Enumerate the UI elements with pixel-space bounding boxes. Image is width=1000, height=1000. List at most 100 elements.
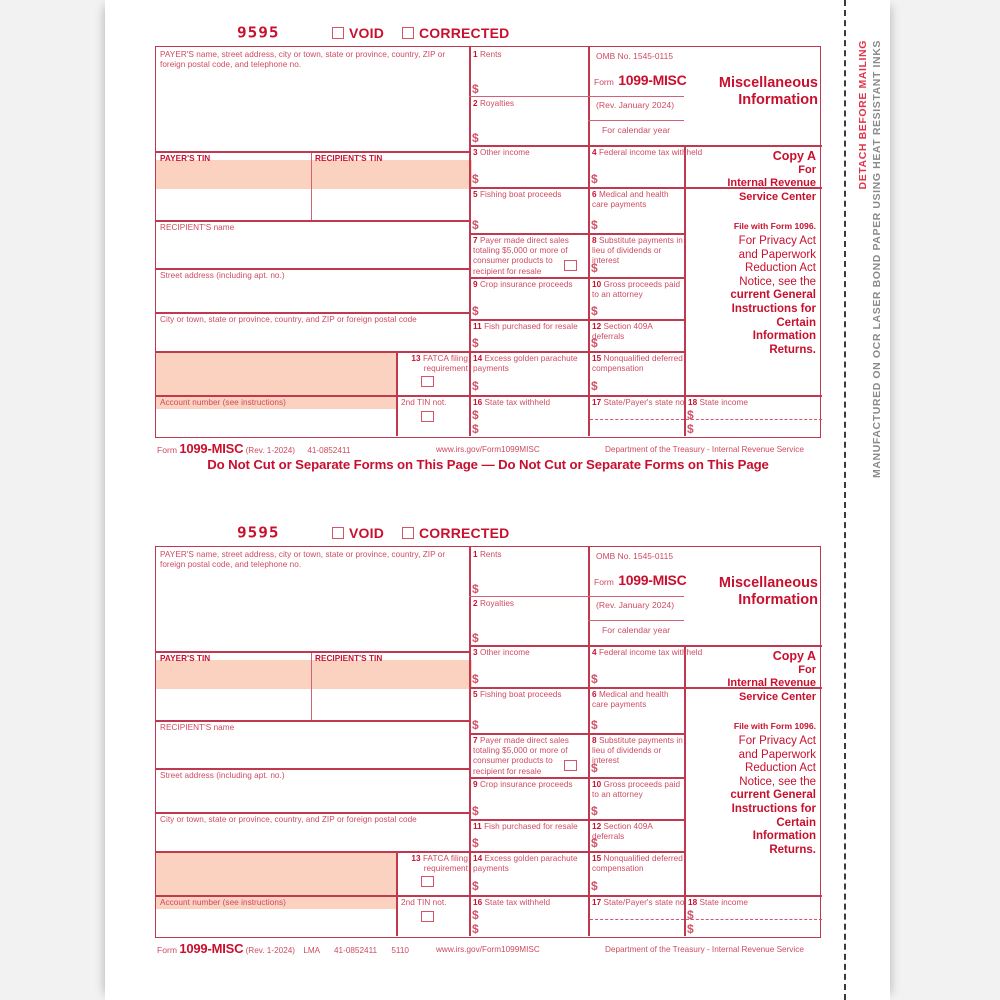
box-6-number-2: 6 xyxy=(592,690,597,699)
box16-dashed-split-2 xyxy=(590,919,684,920)
footer-form-word: Form xyxy=(157,445,178,455)
box-9-label-2: 9 Crop insurance proceeds xyxy=(473,780,583,790)
copy-a-heading: Copy A xyxy=(772,149,816,163)
box-9-text-2: Crop insurance proceeds xyxy=(479,780,573,789)
box-4-dollar: $ xyxy=(591,172,598,186)
box-16-number: 16 xyxy=(473,398,483,407)
box-16-dollar-2: $ xyxy=(472,422,479,436)
box-5-dollar: $ xyxy=(472,218,479,232)
box-7-label: 7 Payer made direct sales totaling $5,00… xyxy=(473,236,581,277)
box-6-label-2: 6 Medical and health care payments xyxy=(592,690,687,710)
form-footer-2: Form 1099-MISC (Rev. 1-2024) LMA 41-0852… xyxy=(157,941,409,956)
form-grid: PAYER'S name, street address, city or to… xyxy=(155,46,822,438)
corrected-checkbox[interactable] xyxy=(402,27,414,39)
box-10-dollar-2: $ xyxy=(591,804,598,818)
form-footer: Form 1099-MISC (Rev. 1-2024) 41-0852411 xyxy=(157,441,350,456)
box-17-label-2: 17 State/Payer's state no. xyxy=(592,898,687,908)
form-number: 1099-MISC xyxy=(618,72,687,88)
box-7-checkbox-2[interactable] xyxy=(564,760,577,771)
box-4-label-2: 4 Federal income tax withheld xyxy=(592,648,722,658)
street-address-label: Street address (including apt. no.) xyxy=(160,271,285,280)
box-9-text: Crop insurance proceeds xyxy=(479,280,573,289)
corrected-checkbox-2[interactable] xyxy=(402,527,414,539)
privacy-line-2: Reduction Act xyxy=(745,262,816,275)
second-tin-not-checkbox[interactable] xyxy=(421,411,434,422)
box-12-text: Section 409A deferrals xyxy=(592,322,653,342)
form-title-2: Miscellaneous Information xyxy=(686,575,818,609)
void-checkbox-2[interactable] xyxy=(332,527,344,539)
box-14-label-2: 14 Excess golden parachute payments xyxy=(473,854,583,874)
box-8-text: Substitute payments in lieu of dividends… xyxy=(592,236,683,266)
rule-h-box2-3-2 xyxy=(469,645,822,647)
box-13-number: 13 xyxy=(411,354,421,363)
box-3-label-2: 3 Other income xyxy=(473,648,583,658)
box-17-label: 17 State/Payer's state no. xyxy=(592,398,687,408)
box-13-checkbox-2[interactable] xyxy=(421,876,434,887)
footer-catalog-2: 41-0852411 xyxy=(333,946,378,955)
box-15-label: 15 Nonqualified deferred compensation xyxy=(592,354,687,374)
box-2-number: 2 xyxy=(473,99,478,108)
box-3-dollar-2: $ xyxy=(472,672,479,686)
privacy-line-4-2: current General xyxy=(730,789,816,802)
privacy-line-0-2: For Privacy Act xyxy=(738,735,816,747)
box-15-text-2: Nonqualified deferred compensation xyxy=(592,854,683,874)
box-3-number-2: 3 xyxy=(473,648,478,657)
box-11-number-2: 11 xyxy=(473,822,482,831)
box-5-number: 5 xyxy=(473,190,478,199)
box-1-label-2: 1 Rents xyxy=(473,550,583,560)
rule-h-row-3-5-2 xyxy=(469,687,822,689)
box-9-number-2: 9 xyxy=(473,780,478,789)
box-4-number: 4 xyxy=(592,148,597,157)
footer-revision-2: (Rev. 1-2024) xyxy=(245,946,296,955)
form-identifier: Form 1099-MISC xyxy=(594,72,687,90)
rule-h-row-13-16-2 xyxy=(156,895,822,897)
form-word: Form xyxy=(594,77,614,87)
box-1-number: 1 xyxy=(473,50,478,59)
box-7-label-2: 7 Payer made direct sales totaling $5,00… xyxy=(473,736,581,777)
second-tin-not-checkbox-2[interactable] xyxy=(421,911,434,922)
box-5-text-2: Fishing boat proceeds xyxy=(479,690,562,699)
payers-tin-label-2: PAYER'S TIN xyxy=(160,654,210,664)
privacy-line-4: current General xyxy=(730,289,816,302)
box-14-text-2: Excess golden parachute payments xyxy=(473,854,578,874)
box-5-dollar-2: $ xyxy=(472,718,479,732)
box-13-label-2: 13 FATCA filing requirement xyxy=(400,854,468,874)
copy-a-irs-line1: Internal Revenue xyxy=(727,177,816,189)
box-3-number: 3 xyxy=(473,148,478,157)
rule-h-row-street xyxy=(156,268,469,270)
void-label: VOID xyxy=(349,25,385,41)
account-number-label-2: Account number (see instructions) xyxy=(160,898,286,907)
copy-a-for-2: For xyxy=(798,663,816,676)
rule-h-copya xyxy=(684,145,822,147)
form-header-row: 9595 VOID CORRECTED xyxy=(155,24,821,46)
box-2-text-2: Royalties xyxy=(479,599,515,608)
void-checkbox[interactable] xyxy=(332,27,344,39)
rule-v-recipient-tin xyxy=(311,151,313,220)
account-number-shade-2 xyxy=(156,895,396,909)
file-with-form-1096: File with Form 1096. xyxy=(733,221,816,231)
rule-v-midcol xyxy=(588,145,590,436)
form-word-2: Form xyxy=(594,577,614,587)
footer-catalog: 41-0852411 xyxy=(307,446,351,455)
form-revision-label: (Rev. January 2024) xyxy=(596,100,675,110)
corrected-label-2: CORRECTED xyxy=(419,525,510,541)
box-13-label: 13 FATCA filing requirement xyxy=(400,354,468,374)
box-6-text: Medical and health care payments xyxy=(592,190,669,210)
box-4-number-2: 4 xyxy=(592,648,597,657)
box-14-dollar-2: $ xyxy=(472,879,479,893)
box-1-text-2: Rents xyxy=(479,550,502,559)
box-2-dollar: $ xyxy=(472,131,479,145)
box-10-number-2: 10 xyxy=(592,780,602,789)
box-7-checkbox[interactable] xyxy=(564,260,577,271)
box-16-dollar-2-2: $ xyxy=(472,922,479,936)
second-tin-not-label: 2nd TIN not. xyxy=(401,398,447,407)
box-4-text-2: Federal income tax withheld xyxy=(598,648,703,657)
box-10-number: 10 xyxy=(592,280,602,289)
rule-h-omb-rev xyxy=(588,96,684,98)
box-13-checkbox[interactable] xyxy=(421,376,434,387)
box-9-number: 9 xyxy=(473,280,478,289)
box-17-number: 17 xyxy=(592,398,602,407)
box-14-number: 14 xyxy=(473,354,483,363)
calendar-year-label-2: For calendar year xyxy=(602,625,671,635)
box-18-number-2: 18 xyxy=(688,898,698,907)
